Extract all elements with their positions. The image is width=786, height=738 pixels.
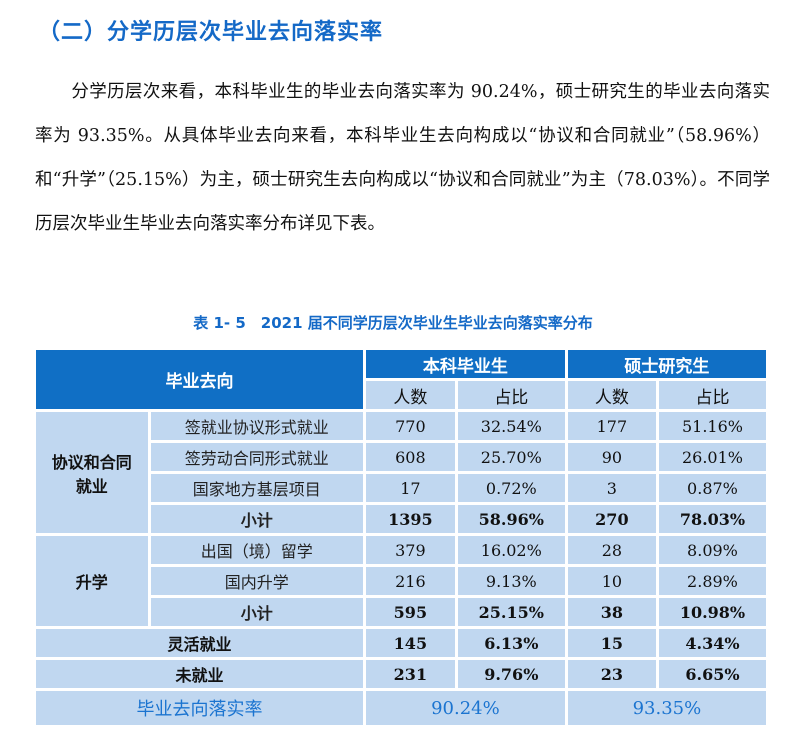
row-item: 国家地方基层项目 [150,474,363,502]
header-row-1: 毕业去向 本科毕业生 硕士研究生 [36,350,766,409]
master-ratio: 8.09% [658,536,766,564]
subtotal-row: 小计 1395 58.96% 270 78.03% [36,505,766,533]
bachelor-ratio: 58.96% [457,505,565,533]
header-bachelor-ratio: 占比 [457,381,565,409]
master-count: 15 [567,629,656,657]
master-count: 23 [567,660,656,688]
table-row: 签劳动合同形式就业 608 25.70% 90 26.01% [36,443,766,471]
table-row-flexible: 灵活就业 145 6.13% 15 4.34% [36,629,766,657]
header-destination: 毕业去向 [36,350,363,409]
destination-rate-table: 毕业去向 本科毕业生 硕士研究生 人数 占比 人数 占比 协议和合同就业 签就业… [33,347,769,728]
row-item: 出国（境）留学 [150,536,363,564]
table-row: 国内升学 216 9.13% 10 2.89% [36,567,766,595]
subtotal-label: 小计 [150,598,363,626]
master-ratio: 10.98% [658,598,766,626]
bachelor-count: 216 [365,567,455,595]
bachelor-count: 608 [365,443,455,471]
header-bachelor-count: 人数 [365,381,455,409]
header-row-2: 人数 占比 人数 占比 [36,381,766,409]
rate-label: 毕业去向落实率 [36,691,363,725]
header-master-ratio: 占比 [658,381,766,409]
bachelor-count: 770 [365,412,455,440]
subtotal-label: 小计 [150,505,363,533]
master-count: 28 [567,536,656,564]
master-ratio: 78.03% [658,505,766,533]
master-ratio: 4.34% [658,629,766,657]
master-count: 177 [567,412,656,440]
master-count: 10 [567,567,656,595]
row-item: 签劳动合同形式就业 [150,443,363,471]
paragraph-text: 分学历层次来看，本科毕业生的毕业去向落实率为 90.24%，硕士研究生的毕业去向… [35,82,770,234]
bachelor-ratio: 16.02% [457,536,565,564]
bachelor-count: 595 [365,598,455,626]
rate-row: 毕业去向落实率 90.24% 93.35% [36,691,766,725]
master-count: 90 [567,443,656,471]
master-ratio: 2.89% [658,567,766,595]
master-count: 270 [567,505,656,533]
section-title: （二）分学历层次毕业去向落实率 [38,20,384,45]
bachelor-count: 145 [365,629,455,657]
master-ratio: 51.16% [658,412,766,440]
row-item: 签就业协议形式就业 [150,412,363,440]
table-caption: 表 1- 5 2021 届不同学历层次毕业生毕业去向落实率分布 [193,314,593,332]
bachelor-ratio: 25.70% [457,443,565,471]
group-label-further-study: 升学 [36,536,148,626]
master-rate: 93.35% [567,691,766,725]
bachelor-rate: 90.24% [365,691,565,725]
subtotal-row: 小计 595 25.15% 38 10.98% [36,598,766,626]
bachelor-count: 1395 [365,505,455,533]
bachelor-ratio: 9.13% [457,567,565,595]
summary-paragraph: 分学历层次来看，本科毕业生的毕业去向落实率为 90.24%，硕士研究生的毕业去向… [35,70,770,246]
bachelor-count: 231 [365,660,455,688]
table-row: 协议和合同就业 签就业协议形式就业 770 32.54% 177 51.16% [36,412,766,533]
table-row: 国家地方基层项目 17 0.72% 3 0.87% [36,474,766,502]
header-master: 硕士研究生 [567,350,766,378]
table-row-unemployed: 未就业 231 9.76% 23 6.65% [36,660,766,688]
master-ratio: 26.01% [658,443,766,471]
row-label: 灵活就业 [36,629,363,657]
bachelor-ratio: 0.72% [457,474,565,502]
table-row: 升学 出国（境）留学 379 16.02% 28 8.09% [36,536,766,626]
bachelor-ratio: 32.54% [457,412,565,440]
group-label-contract: 协议和合同就业 [36,412,148,533]
header-master-count: 人数 [567,381,656,409]
bachelor-ratio: 6.13% [457,629,565,657]
master-count: 38 [567,598,656,626]
master-ratio: 6.65% [658,660,766,688]
row-item: 国内升学 [150,567,363,595]
master-ratio: 0.87% [658,474,766,502]
header-bachelor: 本科毕业生 [365,350,565,378]
master-count: 3 [567,474,656,502]
row-label: 未就业 [36,660,363,688]
bachelor-count: 379 [365,536,455,564]
bachelor-ratio: 9.76% [457,660,565,688]
bachelor-count: 17 [365,474,455,502]
bachelor-ratio: 25.15% [457,598,565,626]
